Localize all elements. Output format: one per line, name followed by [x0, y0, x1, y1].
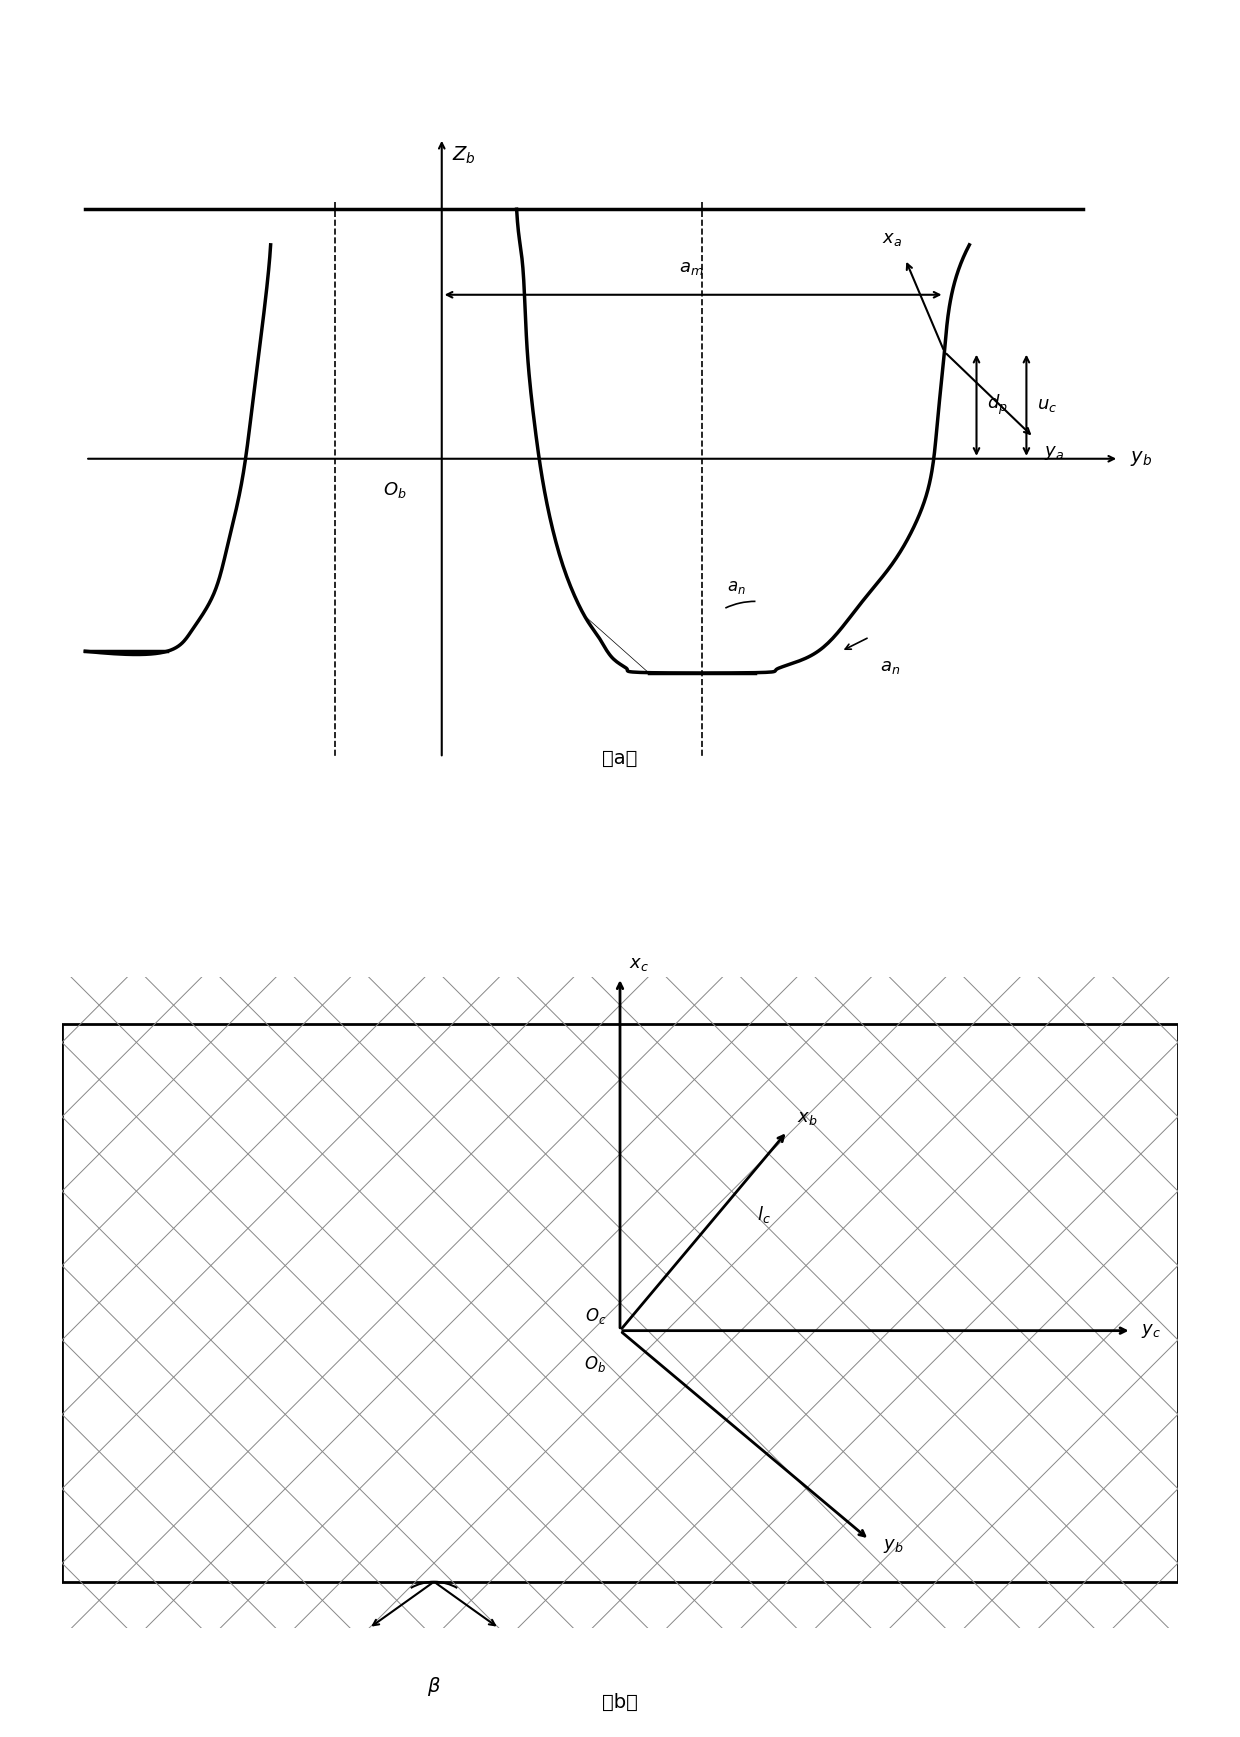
- Text: $O_b$: $O_b$: [382, 479, 407, 500]
- Text: $x_b$: $x_b$: [796, 1108, 817, 1127]
- Text: $u_c$: $u_c$: [1037, 396, 1058, 415]
- Text: $y_a$: $y_a$: [1044, 445, 1064, 462]
- Polygon shape: [86, 208, 278, 651]
- Polygon shape: [517, 208, 1084, 672]
- Text: （b）: （b）: [603, 1694, 637, 1713]
- Text: $y_b$: $y_b$: [883, 1537, 904, 1555]
- Text: $x_c$: $x_c$: [629, 955, 650, 973]
- Text: $d_p$: $d_p$: [987, 393, 1008, 417]
- Text: $\beta$: $\beta$: [427, 1674, 441, 1697]
- Text: $Z_b$: $Z_b$: [453, 144, 476, 167]
- Text: $O_c$: $O_c$: [585, 1306, 606, 1325]
- Text: $a_n$: $a_n$: [880, 658, 900, 676]
- Text: $y_b$: $y_b$: [1130, 450, 1152, 469]
- Text: （a）: （a）: [603, 749, 637, 768]
- Bar: [62, 1023, 1178, 1582]
- Text: $y_c$: $y_c$: [1141, 1322, 1161, 1339]
- Text: $O_b$: $O_b$: [584, 1353, 606, 1374]
- Text: $x_a$: $x_a$: [882, 231, 901, 248]
- Text: $a_n$: $a_n$: [727, 578, 745, 596]
- Text: $l_c$: $l_c$: [756, 1204, 770, 1225]
- Text: $a_m$: $a_m$: [680, 259, 703, 276]
